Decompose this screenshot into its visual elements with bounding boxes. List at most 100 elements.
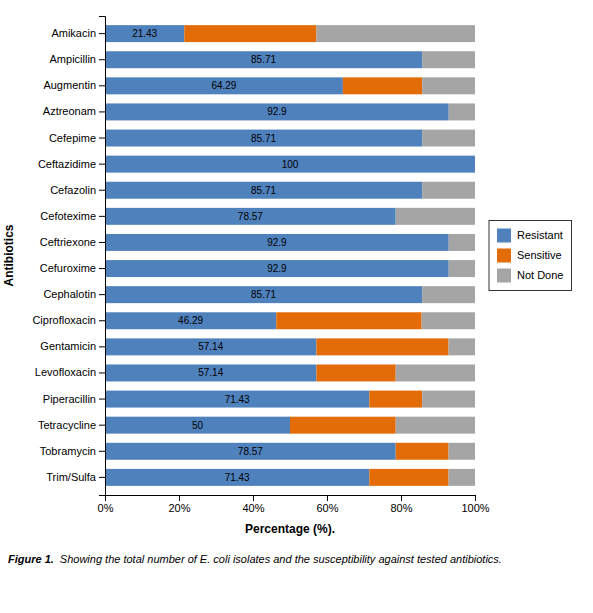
- bar: [369, 469, 448, 486]
- x-axis: 0%20%40%60%80%100%: [98, 495, 490, 514]
- tick-label: Ceftazidime: [38, 158, 96, 170]
- tick-mark: [99, 320, 105, 321]
- bar: [422, 77, 475, 94]
- data-label: 85.71: [251, 133, 276, 144]
- tick-mark: [179, 495, 180, 501]
- legend-item: Resistant: [497, 229, 563, 243]
- tick-mark: [99, 372, 105, 373]
- tick-label: Amikacin: [51, 27, 96, 39]
- data-label: 46.29: [178, 315, 203, 326]
- tick-mark: [99, 59, 105, 60]
- bar: [475, 156, 476, 173]
- tick-mark: [99, 242, 105, 243]
- tick-label: 20%: [168, 502, 190, 514]
- bar: [396, 364, 475, 381]
- tick-label: 60%: [316, 502, 338, 514]
- bar: [422, 51, 475, 68]
- data-label: 57.14: [198, 341, 223, 352]
- tick-mark: [99, 33, 105, 34]
- tick: 60%: [316, 495, 338, 514]
- bar: [105, 417, 290, 434]
- plot: 21.4385.7164.2992.985.7110085.7178.5792.…: [2, 17, 571, 537]
- bars: [105, 25, 475, 486]
- legend-label: Sensitive: [517, 249, 562, 261]
- tick: Levofloxacin: [35, 366, 105, 378]
- bar: [449, 338, 475, 355]
- legend-item: Sensitive: [497, 249, 562, 263]
- tick: 100%: [461, 495, 489, 514]
- tick-mark: [99, 164, 105, 165]
- tick: 40%: [242, 495, 264, 514]
- bar: [105, 25, 184, 42]
- tick-label: Ampicillin: [50, 53, 96, 65]
- tick: Ciprofloxacin: [32, 314, 105, 326]
- data-label: 92.9: [267, 106, 287, 117]
- x-axis-title: Percentage (%).: [245, 522, 335, 536]
- bar: [449, 443, 475, 460]
- tick-mark: [475, 495, 476, 501]
- bar: [449, 260, 475, 277]
- tick-label: Cefazolin: [50, 184, 96, 196]
- bar: [105, 234, 449, 251]
- tick: Ceftriexone: [40, 236, 105, 248]
- bar: [105, 156, 475, 173]
- caption: Showing the total number of E. coli isol…: [60, 553, 502, 565]
- tick-label: Augmentin: [43, 79, 96, 91]
- tick: Ceftazidime: [38, 158, 105, 170]
- data-label: 100: [282, 159, 299, 170]
- bar: [184, 25, 316, 42]
- tick-label: Ceftriexone: [40, 236, 96, 248]
- legend-swatch: [497, 269, 511, 283]
- tick: Ampicillin: [50, 53, 105, 65]
- bar: [105, 182, 422, 199]
- bar: [105, 391, 369, 408]
- tick-label: 100%: [461, 502, 489, 514]
- tick: 80%: [390, 495, 412, 514]
- legend-swatch: [497, 249, 511, 263]
- y-axis: Amikacin Ampicillin Augmentin Aztreonam Cefe…: [32, 17, 105, 496]
- tick: 20%: [168, 495, 190, 514]
- tick: Augmentin: [43, 79, 105, 91]
- legend-frame: [489, 221, 571, 291]
- data-label: 64.29: [211, 80, 236, 91]
- legend-item: Not Done: [497, 269, 563, 283]
- tick: Cefotexime: [40, 210, 105, 222]
- tick: Cefepime: [49, 132, 105, 144]
- bar: [396, 208, 475, 225]
- axis-line: [99, 17, 106, 496]
- tick-mark: [99, 346, 105, 347]
- data-label: 78.57: [238, 211, 263, 222]
- series: [105, 25, 475, 486]
- data-label: 85.71: [251, 54, 276, 65]
- tick: Cefuroxime: [40, 262, 105, 274]
- legend-label: Not Done: [517, 269, 563, 281]
- axis-line: [106, 496, 476, 502]
- bar: [316, 25, 475, 42]
- bar: [343, 77, 422, 94]
- legend: Resistant Sensitive Not Done: [489, 221, 571, 291]
- bar: [369, 391, 422, 408]
- bar: [422, 391, 475, 408]
- tick-mark: [99, 216, 105, 217]
- tick: Gentamicin: [40, 340, 105, 352]
- tick-label: 80%: [390, 502, 412, 514]
- data-label: 92.9: [267, 263, 287, 274]
- tick-mark: [99, 268, 105, 269]
- tick-mark: [99, 425, 105, 426]
- bar: [396, 443, 449, 460]
- tick-mark: [327, 495, 328, 501]
- bar: [105, 260, 449, 277]
- bar: [105, 312, 276, 329]
- tick-label: 40%: [242, 502, 264, 514]
- data-label: 85.71: [251, 289, 276, 300]
- bar: [105, 469, 369, 486]
- legend-label: Resistant: [517, 229, 563, 241]
- tick-label: Aztreonam: [43, 105, 96, 117]
- bar: [105, 130, 422, 147]
- tick-label: Cephalotin: [43, 288, 96, 300]
- tick-label: Tobramycin: [40, 445, 96, 457]
- tick-label: Trim/Sulfa: [46, 471, 97, 483]
- bar: [105, 443, 396, 460]
- bar: [290, 417, 396, 434]
- tick-mark: [253, 495, 254, 501]
